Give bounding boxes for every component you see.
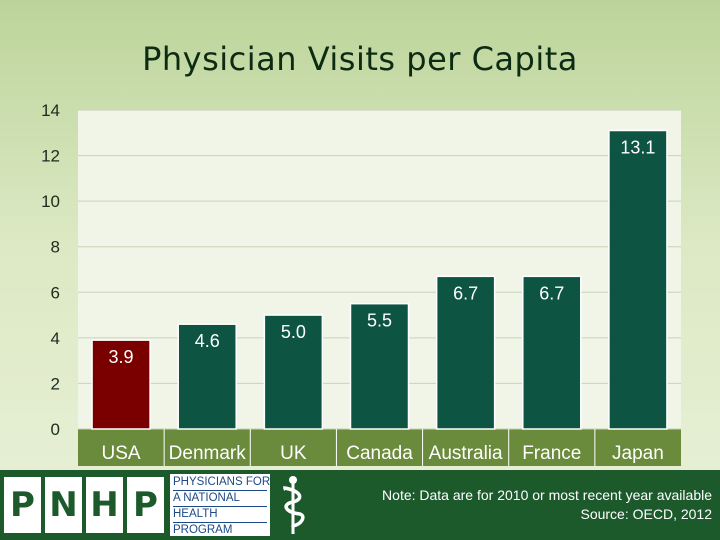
bar-australia (435, 275, 496, 430)
y-tick-label: 10 (41, 192, 60, 211)
y-tick-label: 12 (41, 147, 60, 166)
caduceus-icon (283, 476, 305, 534)
x-tick-label: France (522, 443, 581, 464)
data-label: 4.6 (195, 331, 220, 351)
x-tick-label: Australia (429, 443, 503, 464)
chart-title: Physician Visits per Capita (142, 40, 578, 78)
bar-uk (263, 314, 324, 430)
tagline-line: HEALTH (173, 507, 267, 523)
logo-letter: N (45, 477, 82, 533)
y-tick-label: 2 (51, 374, 60, 393)
x-tick-label: Canada (346, 443, 413, 464)
data-label: 6.7 (539, 283, 564, 303)
logo-letter: P (127, 477, 164, 533)
tagline-line: PHYSICIANS FOR (173, 475, 270, 491)
tagline-line: A NATIONAL (173, 491, 267, 507)
bar-canada (349, 302, 410, 430)
y-axis-ticks: 0 2 4 6 8 10 12 14 (41, 101, 60, 439)
data-source: Source: OECD, 2012 (580, 506, 712, 522)
logo-letter: H (86, 477, 123, 533)
y-tick-label: 8 (51, 238, 60, 257)
x-tick-label: Denmark (169, 443, 247, 464)
logo-tagline: PHYSICIANS FOR A NATIONAL HEALTH PROGRAM (170, 474, 270, 536)
category-band (78, 429, 681, 466)
bar-denmark (177, 323, 237, 430)
y-tick-label: 0 (51, 420, 60, 439)
x-axis-categories: USA Denmark UK Canada Australia France Japan (102, 429, 664, 466)
x-tick-label: UK (280, 443, 307, 464)
y-tick-label: 4 (51, 329, 60, 348)
x-tick-label: USA (102, 443, 141, 464)
pnhp-logo: P N H P (0, 470, 166, 540)
bars: 3.9 4.6 5.0 5.5 6.7 6.7 13.1 (91, 129, 668, 430)
data-label: 13.1 (620, 138, 655, 158)
x-tick-label: Japan (612, 443, 664, 464)
y-tick-label: 6 (51, 283, 60, 302)
data-label: 5.5 (367, 311, 392, 331)
bar-japan (608, 129, 668, 430)
data-label: 5.0 (281, 322, 306, 342)
bar-france (522, 275, 582, 430)
data-note: Note: Data are for 2010 or most recent y… (382, 487, 712, 503)
footer-note: Note: Data are for 2010 or most recent y… (382, 486, 712, 524)
bar-usa (91, 339, 151, 430)
bar-chart: 0 2 4 6 8 10 12 14 3.9 4.6 5.0 5.5 6.7 6.7 13.1 USA De… (41, 101, 681, 466)
logo-letter: P (4, 477, 41, 533)
data-label: 6.7 (453, 283, 478, 303)
tagline-line: PROGRAM (173, 524, 233, 536)
footer-bar: P N H P PHYSICIANS FOR A NATIONAL HEALTH… (0, 470, 720, 540)
data-label: 3.9 (109, 347, 134, 367)
y-tick-label: 14 (41, 101, 60, 120)
